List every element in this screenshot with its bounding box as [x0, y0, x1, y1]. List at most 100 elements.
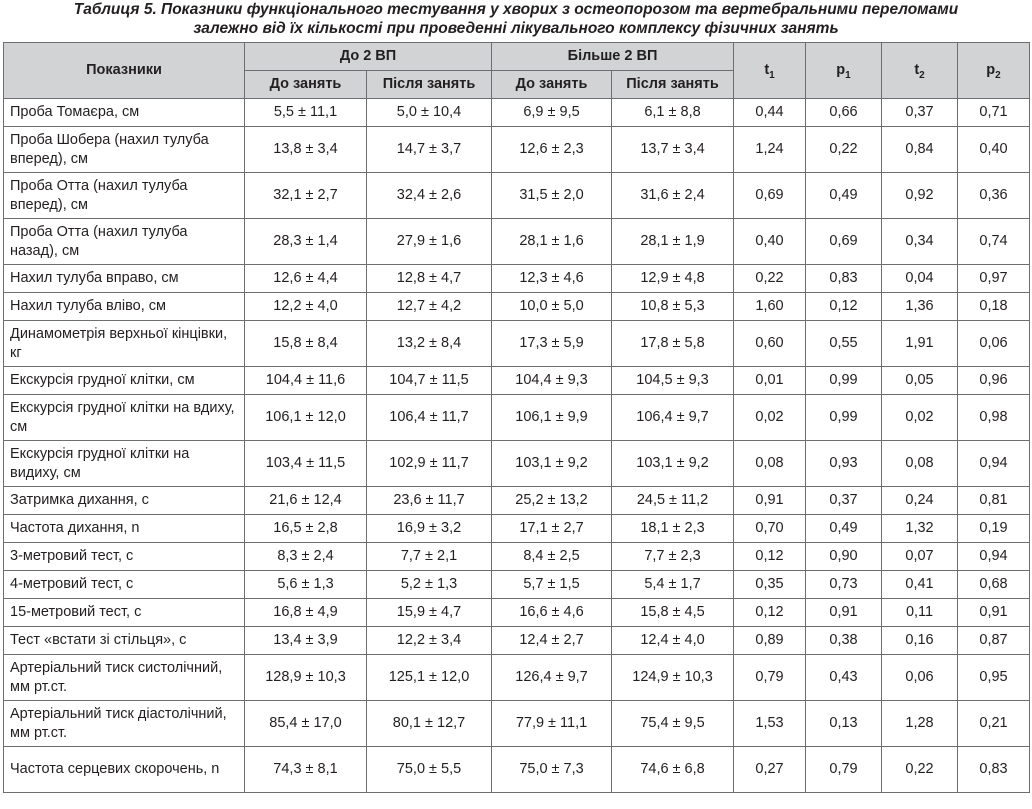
cell-group-2-after: 7,7 ± 2,3	[611, 542, 735, 571]
cell-group-2-before: 106,1 ± 9,9	[491, 394, 613, 441]
table-row: Частота серцевих скорочень, n 74,3 ± 8,1 7…	[3, 746, 1031, 793]
table-row: Екскурсія грудної клітки на видиху, см 10…	[3, 440, 1031, 487]
table-row: Проба Отта (нахил тулуба назад), см 28,3 …	[3, 218, 1031, 265]
cell-t1: 0,22	[733, 264, 807, 293]
cell-p1: 0,83	[805, 264, 883, 293]
cell-group-2-after: 15,8 ± 4,5	[611, 598, 735, 627]
row-indicator-name: Нахил тулуба вліво, см	[3, 292, 245, 321]
cell-group-2-after: 12,9 ± 4,8	[611, 264, 735, 293]
cell-t1: 0,44	[733, 98, 807, 127]
cell-t1: 0,27	[733, 746, 807, 793]
table-row: 4-метровий тест, с 5,6 ± 1,3 5,2 ± 1,3 5,7 …	[3, 570, 1031, 599]
cell-t1: 0,01	[733, 366, 807, 395]
cell-p1: 0,37	[805, 486, 883, 515]
cell-p1: 0,93	[805, 440, 883, 487]
cell-t1: 0,91	[733, 486, 807, 515]
table-row: Артеріальний тиск систолічний, мм рт.ст.…	[3, 654, 1031, 701]
cell-p1: 0,13	[805, 700, 883, 747]
cell-group-1-after: 104,7 ± 11,5	[365, 366, 493, 395]
row-indicator-name: Екскурсія грудної клітки на вдиху, см	[3, 394, 245, 441]
cell-group-1-after: 27,9 ± 1,6	[365, 218, 493, 265]
table-body: Проба Томаєра, см 5,5 ± 11,1 5,0 ± 10,4 6,9…	[3, 98, 1031, 793]
cell-p2: 0,95	[957, 654, 1031, 701]
cell-p2: 0,98	[957, 394, 1031, 441]
cell-group-2-after: 12,4 ± 4,0	[611, 626, 735, 655]
cell-group-1-after: 80,1 ± 12,7	[365, 700, 493, 747]
cell-t2: 0,92	[881, 172, 959, 219]
cell-group-1-before: 32,1 ± 2,7	[244, 172, 367, 219]
row-indicator-name: 15-метровий тест, с	[3, 598, 245, 627]
cell-group-1-after: 12,7 ± 4,2	[365, 292, 493, 321]
cell-p2: 0,96	[957, 366, 1031, 395]
cell-group-1-after: 75,0 ± 5,5	[365, 746, 493, 793]
cell-group-1-after: 16,9 ± 3,2	[365, 514, 493, 543]
cell-t2: 0,16	[881, 626, 959, 655]
cell-p2: 0,87	[957, 626, 1031, 655]
table-row: Частота дихання, n 16,5 ± 2,8 16,9 ± 3,2 17…	[3, 514, 1031, 543]
header-t2: t2	[881, 42, 959, 99]
table-header: Показники До 2 ВП Більше 2 ВП t1 p1 t2 p…	[3, 42, 1031, 99]
cell-t1: 0,79	[733, 654, 807, 701]
cell-t2: 0,34	[881, 218, 959, 265]
cell-group-1-before: 104,4 ± 11,6	[244, 366, 367, 395]
cell-group-2-after: 17,8 ± 5,8	[611, 320, 735, 367]
cell-group-1-after: 106,4 ± 11,7	[365, 394, 493, 441]
row-indicator-name: Проба Отта (нахил тулуба назад), см	[3, 218, 245, 265]
cell-group-1-after: 12,2 ± 3,4	[365, 626, 493, 655]
cell-p2: 0,68	[957, 570, 1031, 599]
caption-line-2: залежно від їх кількості при проведенні …	[193, 20, 839, 37]
cell-p1: 0,22	[805, 126, 883, 173]
cell-group-1-before: 12,6 ± 4,4	[244, 264, 367, 293]
cell-group-2-before: 12,4 ± 2,7	[491, 626, 613, 655]
row-indicator-name: Затримка дихання, с	[3, 486, 245, 515]
cell-group-1-after: 15,9 ± 4,7	[365, 598, 493, 627]
row-indicator-name: Частота серцевих скорочень, n	[3, 746, 245, 793]
cell-p1: 0,99	[805, 366, 883, 395]
cell-t2: 0,84	[881, 126, 959, 173]
cell-p2: 0,83	[957, 746, 1031, 793]
table-row: Проба Томаєра, см 5,5 ± 11,1 5,0 ± 10,4 6,9…	[3, 98, 1031, 127]
header-indicators: Показники	[3, 42, 245, 99]
cell-t2: 0,05	[881, 366, 959, 395]
cell-p2: 0,19	[957, 514, 1031, 543]
cell-t2: 0,07	[881, 542, 959, 571]
row-indicator-name: Проба Отта (нахил тулуба вперед), см	[3, 172, 245, 219]
cell-t1: 0,35	[733, 570, 807, 599]
cell-group-2-after: 24,5 ± 11,2	[611, 486, 735, 515]
cell-group-1-before: 12,2 ± 4,0	[244, 292, 367, 321]
cell-group-1-before: 128,9 ± 10,3	[244, 654, 367, 701]
caption-line-1: Таблиця 5. Показники функціонального тес…	[73, 1, 959, 18]
cell-t1: 0,60	[733, 320, 807, 367]
table-row: Проба Отта (нахил тулуба вперед), см 32,1…	[3, 172, 1031, 219]
cell-t1: 0,89	[733, 626, 807, 655]
cell-t1: 0,12	[733, 598, 807, 627]
cell-t2: 1,32	[881, 514, 959, 543]
cell-p1: 0,90	[805, 542, 883, 571]
cell-group-2-before: 5,7 ± 1,5	[491, 570, 613, 599]
cell-t1: 0,12	[733, 542, 807, 571]
cell-group-2-after: 18,1 ± 2,3	[611, 514, 735, 543]
cell-group-2-before: 12,6 ± 2,3	[491, 126, 613, 173]
cell-p2: 0,21	[957, 700, 1031, 747]
cell-p2: 0,94	[957, 440, 1031, 487]
row-indicator-name: Проба Шобера (нахил тулуба вперед), см	[3, 126, 245, 173]
cell-group-1-after: 102,9 ± 11,7	[365, 440, 493, 487]
cell-group-1-before: 8,3 ± 2,4	[244, 542, 367, 571]
row-indicator-name: 3-метровий тест, с	[3, 542, 245, 571]
cell-p1: 0,43	[805, 654, 883, 701]
table-row: Нахил тулуба вліво, см 12,2 ± 4,0 12,7 ± 4…	[3, 292, 1031, 321]
table-row: Нахил тулуба вправо, см 12,6 ± 4,4 12,8 ± …	[3, 264, 1031, 293]
cell-group-1-before: 28,3 ± 1,4	[244, 218, 367, 265]
cell-group-1-after: 32,4 ± 2,6	[365, 172, 493, 219]
cell-p2: 0,74	[957, 218, 1031, 265]
cell-group-2-after: 31,6 ± 2,4	[611, 172, 735, 219]
cell-p2: 0,71	[957, 98, 1031, 127]
table-row: Тест «встати зі стільця», с 13,4 ± 3,9 12,…	[3, 626, 1031, 655]
header-group-1-after: Після занять	[365, 70, 493, 99]
cell-t2: 1,91	[881, 320, 959, 367]
cell-group-2-before: 25,2 ± 13,2	[491, 486, 613, 515]
cell-group-2-after: 74,6 ± 6,8	[611, 746, 735, 793]
cell-t1: 0,08	[733, 440, 807, 487]
table-row: Проба Шобера (нахил тулуба вперед), см 13…	[3, 126, 1031, 173]
cell-group-1-after: 125,1 ± 12,0	[365, 654, 493, 701]
